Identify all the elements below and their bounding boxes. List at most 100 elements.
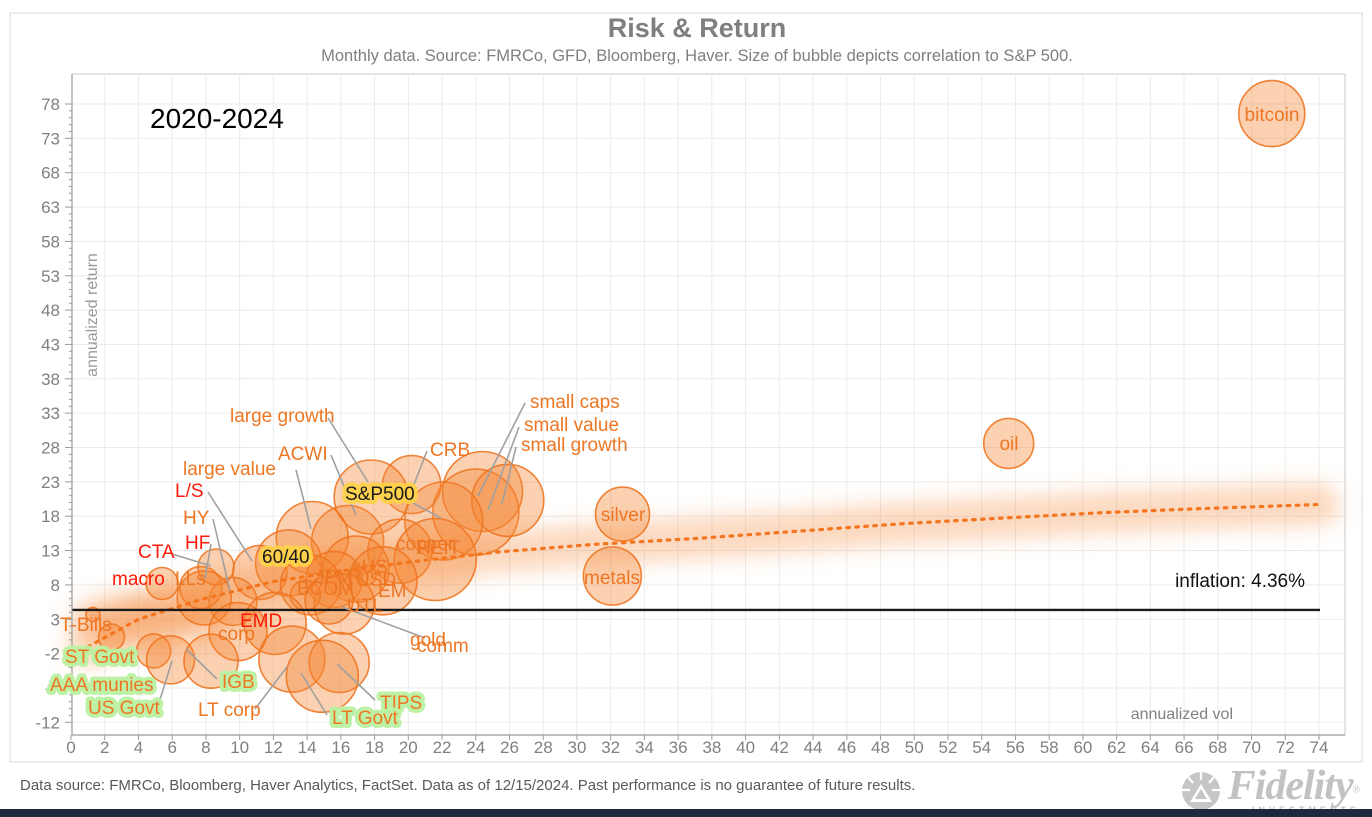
label-large-value: large value — [183, 459, 276, 480]
label-large-growth: large growth — [230, 406, 335, 427]
y-tick-label: -2 — [45, 645, 60, 664]
label-jpm: JPM — [315, 567, 353, 588]
label-comm: comm — [417, 636, 469, 657]
bubble-metals — [582, 546, 643, 606]
fidelity-wordmark: Fidelity — [1227, 763, 1354, 809]
x-tick-label: 0 — [66, 738, 75, 757]
bubble-utl — [313, 573, 376, 635]
label-small-caps: small caps — [530, 392, 620, 413]
x-tick-label: 50 — [905, 738, 924, 757]
bubble-st-govt — [97, 623, 126, 651]
fidelity-logo: Fidelity® INVESTMENTS — [1178, 765, 1360, 815]
x-tick-label: 60 — [1073, 738, 1092, 757]
period-label: 2020-2024 — [150, 103, 284, 134]
label-hf: HF — [185, 533, 210, 554]
y-tick-label: 68 — [41, 164, 60, 183]
label-gold: gold — [410, 630, 446, 651]
label-s-p500: S&P500 — [345, 484, 415, 505]
y-tick-label: 73 — [41, 129, 60, 148]
y-tick-label: 43 — [41, 335, 60, 354]
y-tick-label: 63 — [41, 198, 60, 217]
label-small-value: small value — [524, 415, 619, 436]
y-tick-label: 48 — [41, 301, 60, 320]
label-l-s: L/S — [175, 481, 204, 502]
y-tick-label: 18 — [41, 507, 60, 526]
x-axis-title: annualized vol — [1131, 706, 1233, 723]
leader-small-caps — [477, 402, 526, 497]
label-glow-60-40: 60/40 — [262, 547, 310, 568]
label-us-govt: US Govt — [88, 698, 161, 719]
y-tick-label: 38 — [41, 370, 60, 389]
leader-small-value — [487, 426, 520, 511]
leader-small-growth — [501, 446, 517, 505]
figure-border — [9, 12, 1363, 763]
y-tick-label: 53 — [41, 267, 60, 286]
y-tick-label: 3 — [51, 610, 60, 629]
bubble-macro — [145, 566, 179, 601]
bubble-oil — [982, 417, 1035, 470]
label-acwi: ACWI — [278, 444, 328, 465]
x-tick-label: 12 — [264, 738, 283, 757]
label-st-govt: ST Govt — [65, 647, 135, 668]
x-tick-label: 48 — [871, 738, 890, 757]
bubble-cta — [197, 548, 235, 586]
y-tick-label: -12 — [35, 713, 60, 732]
label-glow-lt-govt: LT Govt — [332, 708, 399, 729]
label-leader-lines — [157, 402, 526, 716]
leader-cta — [168, 552, 212, 567]
bubble-small-growth — [470, 463, 545, 538]
x-tick-label: 46 — [837, 738, 856, 757]
x-tick-label: 20 — [399, 738, 418, 757]
y-tick-label: -7 — [45, 679, 60, 698]
x-tick-label: 54 — [972, 738, 991, 757]
x-tick-label: 34 — [635, 738, 654, 757]
trend-dotted-line — [86, 502, 1321, 649]
label-silver: silver — [601, 505, 646, 526]
leader-large-growth — [327, 417, 369, 483]
x-tick-label: 70 — [1242, 738, 1261, 757]
x-tick-label: 72 — [1276, 738, 1295, 757]
bubble-us-govt — [145, 634, 196, 685]
x-tick-label: 18 — [365, 738, 384, 757]
x-tick-label: 22 — [433, 738, 452, 757]
leader-tips — [336, 663, 376, 701]
label-cta: CTA — [138, 542, 175, 563]
bubble-igb — [183, 633, 239, 690]
label-macro: macro — [112, 569, 165, 590]
bubble-bitcoin — [1238, 79, 1306, 148]
x-tick-label: 58 — [1040, 738, 1059, 757]
x-tick-label: 74 — [1310, 738, 1329, 757]
bottom-navy-bar — [0, 809, 1372, 817]
x-tick-label: 14 — [298, 738, 317, 757]
x-tick-label: 26 — [500, 738, 519, 757]
y-tick-label: 8 — [51, 576, 60, 595]
x-tick-label: 40 — [736, 738, 755, 757]
trend-line — [86, 502, 1321, 649]
label-oil: oil — [999, 434, 1018, 455]
x-tick-label: 16 — [331, 738, 350, 757]
x-tick-label: 66 — [1175, 738, 1194, 757]
label-glow-us-govt: US Govt — [88, 698, 161, 719]
x-tick-label: 28 — [534, 738, 553, 757]
label-corp: corp — [218, 624, 255, 645]
bubble-large-growth — [333, 459, 410, 535]
label-xus: xUS — [352, 557, 388, 578]
x-tick-label: 32 — [601, 738, 620, 757]
bubble-s-p500 — [403, 481, 484, 561]
leader-us-govt — [157, 660, 173, 707]
y-tick-label: 33 — [41, 404, 60, 423]
label-metals: metals — [584, 568, 640, 589]
leader-igb — [185, 648, 218, 680]
x-tick-label: 30 — [567, 738, 586, 757]
y-tick-label: 58 — [41, 232, 60, 251]
x-tick-label: 4 — [134, 738, 143, 757]
label-glow-aaa-munies: AAA munies — [50, 675, 154, 696]
label-glow-st-govt: ST Govt — [65, 647, 135, 668]
x-tick-label: 2 — [100, 738, 109, 757]
inflation-label: inflation: 4.36% — [1175, 571, 1305, 592]
x-tick-label: 6 — [167, 738, 176, 757]
label-hy: HY — [183, 508, 210, 529]
